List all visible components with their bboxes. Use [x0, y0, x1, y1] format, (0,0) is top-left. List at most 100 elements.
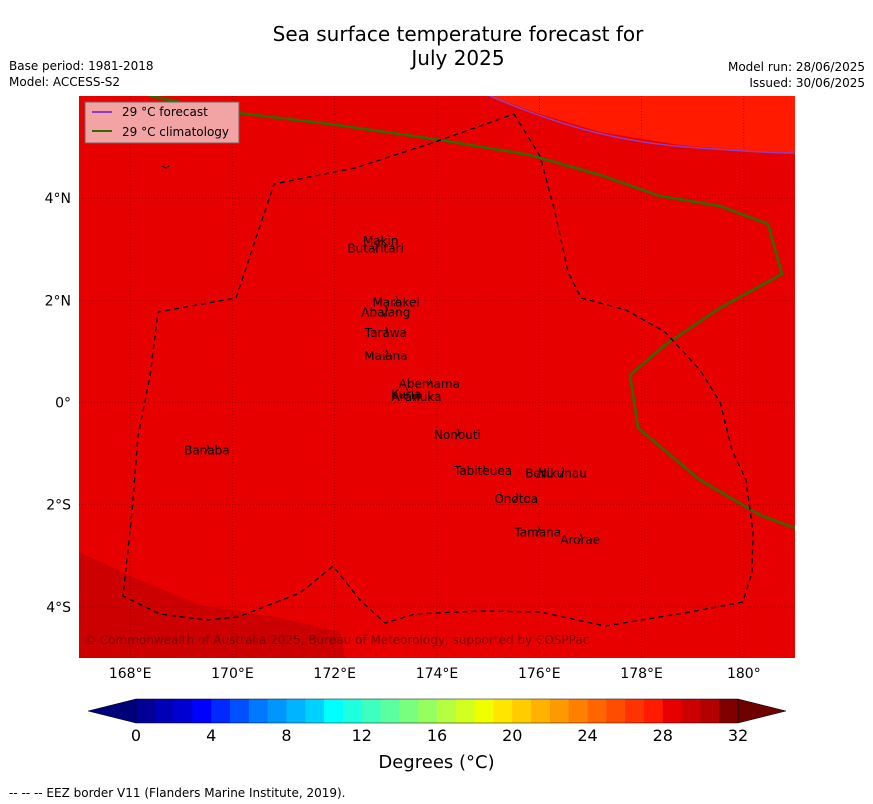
- colorbar-tick-label: 28: [653, 726, 673, 745]
- island-outline: [383, 349, 388, 361]
- sst-warm-region: [490, 96, 795, 153]
- longitude-tick-labels: 168°E 170°E 172°E 174°E 176°E 178°E 180°: [109, 666, 761, 682]
- colorbar-segment: [493, 699, 513, 723]
- model-run: Model run: 28/06/2025: [727, 60, 865, 74]
- colorbar-segment: [342, 699, 363, 723]
- colorbar-tick-label: 32: [728, 726, 748, 745]
- colorbar-units-label: Degrees (°C): [378, 752, 495, 773]
- colorbar-tick-label: 20: [502, 726, 522, 745]
- island-label: Makin: [363, 234, 399, 248]
- colorbar-segment: [681, 699, 701, 723]
- colorbar-segment: [361, 699, 382, 723]
- colorbar-segment: [230, 699, 250, 723]
- colorbar-segment: [625, 699, 645, 723]
- island-label: Maiana: [364, 349, 407, 363]
- colorbar-segment: [700, 699, 720, 723]
- island-label: Abaiang: [361, 306, 410, 320]
- model-name: Model: ACCESS-S2: [9, 75, 121, 89]
- colorbar-segment: [267, 699, 287, 723]
- legend-forecast-label: 29 °C forecast: [122, 105, 208, 119]
- climatology-isotherm-line: [149, 96, 795, 530]
- colorbar-segment: [154, 699, 175, 723]
- island-outline: [383, 306, 388, 317]
- colorbar-segment: [136, 699, 156, 723]
- footer-note: -- -- -- EEZ border V11 (Flanders Marine…: [9, 786, 346, 800]
- lon-tick-label: 172°E: [313, 666, 356, 682]
- colorbar-over-arrow: [737, 698, 787, 724]
- island-label: Onotoa: [494, 492, 538, 506]
- island-label: Arorae: [560, 533, 600, 547]
- eez-border: [122, 113, 754, 627]
- title-line-2: July 2025: [411, 46, 505, 70]
- island-outline: [383, 326, 388, 338]
- island-label: Tarawa: [364, 326, 407, 340]
- colorbar-segment: [719, 699, 739, 723]
- island-label: Abemama: [399, 377, 460, 391]
- meta-right: Model run: 28/06/2025 Issued: 30/06/2025: [728, 59, 865, 91]
- island-label: Tabiteuea: [453, 464, 512, 478]
- colorbar-segment: [324, 699, 344, 723]
- island-outline: [404, 388, 409, 399]
- island-label: Nonouti: [434, 428, 481, 442]
- colorbar-tick-label: 8: [281, 726, 291, 745]
- colorbar-segment: [455, 699, 476, 723]
- island-outline: [537, 467, 542, 478]
- island-outline: [373, 242, 378, 254]
- colorbar-frame: [135, 698, 739, 724]
- lat-tick-label: 4°S: [46, 600, 71, 616]
- colorbar-segment: [286, 699, 306, 723]
- colorbar-segment: [418, 699, 438, 723]
- colorbar-segment: [211, 699, 231, 723]
- island-label: Kuria: [391, 387, 422, 401]
- colorbar-segment: [643, 699, 664, 723]
- lon-tick-label: 180°: [727, 666, 761, 682]
- colorbar-under-arrow: [87, 698, 137, 724]
- lon-tick-label: 174°E: [416, 666, 459, 682]
- lat-tick-label: 4°N: [45, 191, 71, 207]
- lon-tick-label: 170°E: [211, 666, 254, 682]
- island-outline: [427, 377, 432, 389]
- chart-title: Sea surface temperature forecast for Jul…: [0, 22, 873, 70]
- island-label: Nikunau: [538, 467, 587, 481]
- island-label: Tamana: [513, 525, 561, 539]
- base-period: Base period: 1981-2018: [9, 59, 154, 73]
- island-outline: [378, 234, 383, 246]
- island-label: Beru: [525, 467, 553, 481]
- island-label: Banaba: [184, 444, 230, 458]
- colorbar-tick-label: 4: [206, 726, 216, 745]
- island-outline: [560, 467, 565, 478]
- title-line-1: Sea surface temperature forecast for: [272, 22, 644, 46]
- colorbar-segment: [587, 699, 607, 723]
- copyright-text: © Commonwealth of Australia 2025, Bureau…: [84, 633, 589, 647]
- lon-tick-label: 178°E: [620, 666, 663, 682]
- latitude-tick-labels: 4°N 2°N 0° 2°S 4°S: [45, 191, 72, 616]
- lat-tick-label: 2°S: [46, 498, 71, 514]
- colorbar-segment: [305, 699, 325, 723]
- island-outline: [577, 533, 583, 545]
- colorbar-segment: [192, 699, 212, 723]
- island-outline: [455, 428, 460, 440]
- meta-left: Base period: 1981-2018 Model: ACCESS-S2: [9, 58, 154, 90]
- lat-tick-label: 2°N: [45, 293, 71, 309]
- island-outline: [414, 390, 419, 402]
- colorbar-segment: [568, 699, 588, 723]
- island-outline: [480, 464, 485, 476]
- island-label: Butaritari: [347, 242, 404, 256]
- island-outline: [393, 296, 399, 307]
- small-island-marker: [161, 165, 170, 169]
- colorbar-segment: [549, 699, 570, 723]
- colorbar-segment: [437, 699, 457, 723]
- colorbar-segment: [380, 699, 400, 723]
- colorbar-tick-label: 0: [131, 726, 141, 745]
- lat-tick-label: 0°: [55, 396, 71, 412]
- lon-tick-label: 176°E: [518, 666, 561, 682]
- colorbar-tick-label: 16: [427, 726, 447, 745]
- legend-climatology-label: 29 °C climatology: [122, 125, 229, 139]
- colorbar-tick-label: 24: [577, 726, 597, 745]
- colorbar-segment: [399, 699, 419, 723]
- issued-date: Issued: 30/06/2025: [749, 76, 865, 90]
- island-label: Marakei: [372, 295, 419, 309]
